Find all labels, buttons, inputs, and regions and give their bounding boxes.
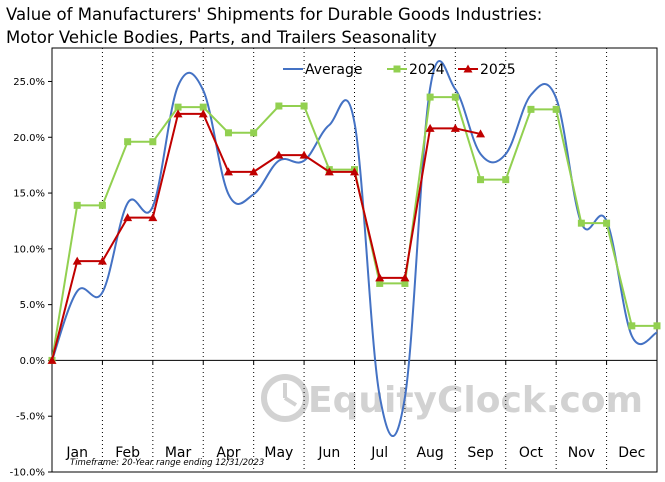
data-point-2024: [628, 322, 636, 330]
data-point-2025: [400, 273, 410, 282]
data-point-2024: [477, 176, 485, 184]
data-point-2024: [174, 103, 182, 111]
data-point-2025: [47, 355, 57, 364]
data-point-2025: [476, 129, 486, 138]
data-point-2024: [376, 279, 384, 287]
x-tick-label: Apr: [216, 445, 240, 461]
x-tick-label: Jan: [65, 445, 88, 461]
data-point-2025: [198, 109, 208, 118]
data-point-2025: [123, 213, 133, 222]
data-point-2024: [426, 93, 434, 101]
data-point-2024: [552, 105, 560, 113]
data-point-2025: [72, 256, 82, 265]
data-point-2025: [223, 167, 233, 176]
legend-label-2024: 2024: [409, 62, 445, 78]
legend-marker-2025: [463, 64, 473, 73]
data-point-2024: [653, 322, 661, 330]
data-point-2024: [502, 176, 510, 184]
data-point-2025: [375, 273, 385, 282]
timeframe-footnote: Timeframe: 20-Year range ending 12/31/20…: [70, 458, 264, 468]
data-point-2024: [73, 201, 81, 209]
y-tick-label: 5.0%: [20, 300, 45, 311]
data-point-2025: [249, 167, 259, 176]
data-point-2024: [199, 103, 207, 111]
x-tick-label: Mar: [165, 445, 192, 461]
data-point-2025: [350, 167, 359, 176]
y-tick-label: 10.0%: [13, 244, 45, 255]
x-tick-label: Dec: [618, 445, 645, 461]
title-line-2: Motor Vehicle Bodies, Parts, and Trailer…: [6, 28, 437, 47]
series-average: [51, 60, 658, 437]
data-point-2025: [173, 109, 183, 118]
watermark: EquityClock.com: [261, 374, 643, 422]
data-point-2024: [149, 138, 157, 146]
x-tick-label: May: [264, 445, 293, 461]
y-tick-label: 25.0%: [13, 77, 45, 88]
x-tick-label: Nov: [568, 445, 595, 461]
data-point-2025: [274, 150, 284, 159]
data-point-2024: [577, 219, 585, 227]
x-tick-label: Aug: [416, 445, 443, 461]
x-tick-label: Jun: [317, 445, 340, 461]
data-point-2024: [224, 129, 232, 137]
legend-item-2025: 2025: [458, 62, 516, 78]
y-tick-label: -5.0%: [16, 412, 45, 423]
data-point-2024: [124, 138, 132, 146]
data-point-2025: [324, 167, 334, 176]
series-2025: [47, 109, 486, 364]
x-tick-label: Feb: [115, 445, 140, 461]
series-layer: [47, 60, 661, 437]
data-point-2025: [425, 123, 435, 132]
data-point-2024: [451, 93, 459, 101]
y-tick-label: 15.0%: [13, 189, 45, 200]
data-point-2024: [300, 102, 308, 110]
series-line-average: [51, 60, 658, 437]
data-point-2024: [98, 201, 106, 209]
y-tick-label: 20.0%: [13, 133, 45, 144]
watermark-logo-icon: [261, 374, 309, 422]
data-point-2025: [450, 123, 460, 132]
legend-item-average: Average: [283, 62, 363, 78]
data-point-2025: [97, 256, 107, 265]
plot-frame: [51, 47, 658, 473]
data-point-2024: [603, 219, 611, 227]
axes: 25.0% 20.0% 15.0% 10.0% 5.0% 0.0% -5.0% -10.0% J…: [10, 47, 658, 479]
chart-title: Value of Manufacturers' Shipments for Du…: [6, 3, 661, 49]
data-point-2024: [527, 105, 535, 113]
legend-label-average: Average: [305, 62, 363, 78]
data-point-2024: [250, 129, 258, 137]
x-tick-label: Jul: [370, 445, 388, 461]
data-point-2024: [275, 102, 283, 110]
data-point-2025: [148, 213, 158, 222]
x-tick-label: Sep: [467, 445, 494, 461]
legend-label-2025: 2025: [480, 62, 516, 78]
legend: Average 2024 2025: [283, 62, 516, 78]
data-point-2024: [401, 279, 409, 287]
title-line-1: Value of Manufacturers' Shipments for Du…: [6, 5, 543, 24]
y-tick-label: 0.0%: [20, 356, 45, 367]
legend-item-2024: 2024: [387, 62, 445, 78]
legend-marker-2024: [393, 65, 401, 73]
y-tick-label: -10.0%: [10, 468, 45, 479]
watermark-text: EquityClock.com: [308, 380, 643, 421]
series-line-2025: [51, 112, 481, 361]
data-point-2025: [299, 150, 309, 159]
x-tick-label: Oct: [519, 445, 544, 461]
